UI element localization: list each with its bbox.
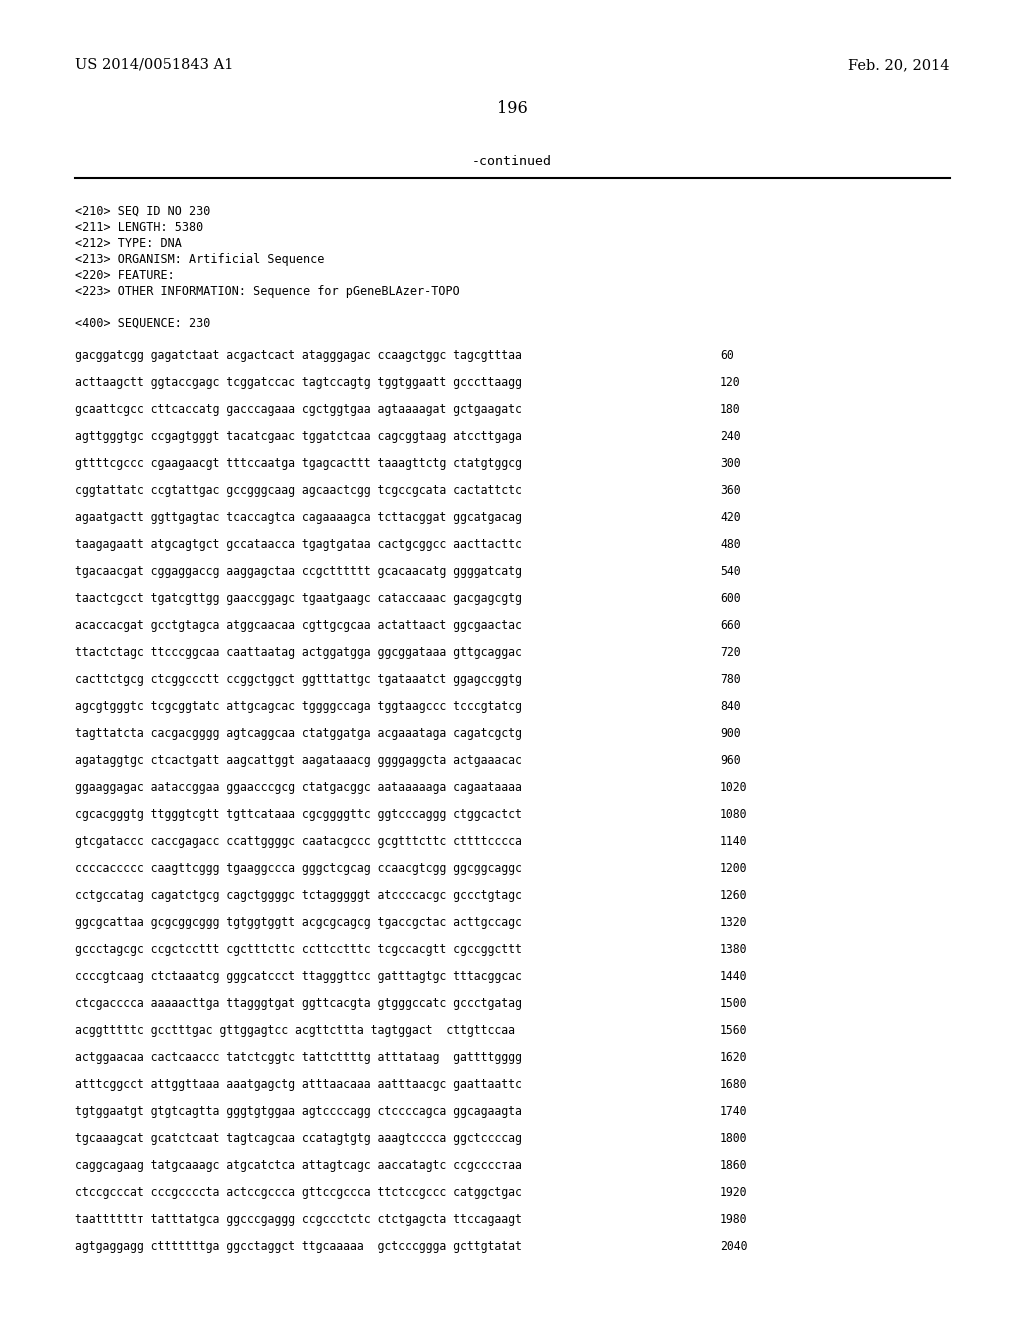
Text: ggaaggagac aataccggaa ggaacccgcg ctatgacggc aataaaaaga cagaataaaa: ggaaggagac aataccggaa ggaacccgcg ctatgac… — [75, 781, 522, 795]
Text: 1200: 1200 — [720, 862, 748, 875]
Text: 540: 540 — [720, 565, 740, 578]
Text: gacggatcgg gagatctaat acgactcact atagggagac ccaagctggc tagcgtttaa: gacggatcgg gagatctaat acgactcact ataggga… — [75, 348, 522, 362]
Text: agtgaggagg ctttttttga ggcctaggct ttgcaaaaa  gctcccggga gcttgtatat: agtgaggagg ctttttttga ggcctaggct ttgcaaa… — [75, 1239, 522, 1253]
Text: 1500: 1500 — [720, 997, 748, 1010]
Text: ctccgcccat cccgcccctа actccgccca gttccgccca ttctccgccc catggctgac: ctccgcccat cccgcccctа actccgccca gttccgc… — [75, 1185, 522, 1199]
Text: 60: 60 — [720, 348, 734, 362]
Text: acggtttttc gcctttgac gttggagtcc acgttcttta tagtggact  cttgttccaa: acggtttttc gcctttgac gttggagtcc acgttctt… — [75, 1024, 515, 1038]
Text: gcaattcgcc cttcaccatg gacccagaaa cgctggtgaa agtaaaagat gctgaagatc: gcaattcgcc cttcaccatg gacccagaaa cgctggt… — [75, 403, 522, 416]
Text: tagttatcta cacgacgggg agtcaggcaa ctatggatga acgaaataga cagatcgctg: tagttatcta cacgacgggg agtcaggcaa ctatgga… — [75, 727, 522, 741]
Text: agttgggtgc ccgagtgggt tacatcgaac tggatctcaa cagcggtaag atccttgaga: agttgggtgc ccgagtgggt tacatcgaac tggatct… — [75, 430, 522, 444]
Text: 1260: 1260 — [720, 888, 748, 902]
Text: 660: 660 — [720, 619, 740, 632]
Text: <212> TYPE: DNA: <212> TYPE: DNA — [75, 238, 182, 249]
Text: taattttttт tatttatgca ggcccgaggg ccgccctctc ctctgagcta ttccagaagt: taattttttт tatttatgca ggcccgaggg ccgccct… — [75, 1213, 522, 1226]
Text: 840: 840 — [720, 700, 740, 713]
Text: ggcgcattaa gcgcggcggg tgtggtggtt acgcgcagcg tgaccgctac acttgccagc: ggcgcattaa gcgcggcggg tgtggtggtt acgcgca… — [75, 916, 522, 929]
Text: 1680: 1680 — [720, 1078, 748, 1092]
Text: 1020: 1020 — [720, 781, 748, 795]
Text: 960: 960 — [720, 754, 740, 767]
Text: acttaagctt ggtaccgagc tcggatccac tagtccagtg tggtggaatt gcccttaagg: acttaagctt ggtaccgagc tcggatccac tagtcca… — [75, 376, 522, 389]
Text: taactcgcct tgatcgttgg gaaccggagc tgaatgaagc cataccaaac gacgagcgtg: taactcgcct tgatcgttgg gaaccggagc tgaatga… — [75, 591, 522, 605]
Text: 420: 420 — [720, 511, 740, 524]
Text: 1860: 1860 — [720, 1159, 748, 1172]
Text: tgcaaagcat gcatctcaat tagtcagcaa ccatagtgtg aaagtcccca ggctccccag: tgcaaagcat gcatctcaat tagtcagcaa ccatagt… — [75, 1133, 522, 1144]
Text: gttttcgccc cgaagaacgt tttccaatga tgagcacttt taaagttctg ctatgtggcg: gttttcgccc cgaagaacgt tttccaatga tgagcac… — [75, 457, 522, 470]
Text: acaccacgat gcctgtagca atggcaacaa cgttgcgcaa actattaact ggcgaactac: acaccacgat gcctgtagca atggcaacaa cgttgcg… — [75, 619, 522, 632]
Text: cctgccatag cagatctgcg cagctggggc tctagggggt atccccacgc gccctgtagc: cctgccatag cagatctgcg cagctggggc tctaggg… — [75, 888, 522, 902]
Text: 1140: 1140 — [720, 836, 748, 847]
Text: 180: 180 — [720, 403, 740, 416]
Text: 1920: 1920 — [720, 1185, 748, 1199]
Text: 1380: 1380 — [720, 942, 748, 956]
Text: <211> LENGTH: 5380: <211> LENGTH: 5380 — [75, 220, 203, 234]
Text: agcgtgggtc tcgcggtatc attgcagcac tggggccaga tggtaagccc tcccgtatcg: agcgtgggtc tcgcggtatc attgcagcac tggggcc… — [75, 700, 522, 713]
Text: <213> ORGANISM: Artificial Sequence: <213> ORGANISM: Artificial Sequence — [75, 253, 325, 267]
Text: agaatgactt ggttgagtac tcaccagtca cagaaaagca tcttacggat ggcatgacag: agaatgactt ggttgagtac tcaccagtca cagaaaa… — [75, 511, 522, 524]
Text: cacttctgcg ctcggccctt ccggctggct ggtttattgc tgataaatct ggagccggtg: cacttctgcg ctcggccctt ccggctggct ggtttat… — [75, 673, 522, 686]
Text: 240: 240 — [720, 430, 740, 444]
Text: caggcagaag tatgcaaagc atgcatctca attagtcagc aaccatagtc ccgccccтaa: caggcagaag tatgcaaagc atgcatctca attagtc… — [75, 1159, 522, 1172]
Text: 1080: 1080 — [720, 808, 748, 821]
Text: ctcgacccca aaaaacttga ttagggtgat ggttcacgta gtgggccatc gccctgatag: ctcgacccca aaaaacttga ttagggtgat ggttcac… — [75, 997, 522, 1010]
Text: 300: 300 — [720, 457, 740, 470]
Text: -continued: -continued — [472, 154, 552, 168]
Text: 360: 360 — [720, 484, 740, 498]
Text: 2040: 2040 — [720, 1239, 748, 1253]
Text: ttactctagc ttcccggcaa caattaatag actggatgga ggcggataaa gttgcaggac: ttactctagc ttcccggcaa caattaatag actggat… — [75, 645, 522, 659]
Text: cgcacgggtg ttgggtcgtt tgttcataaa cgcggggttc ggtcccaggg ctggcactct: cgcacgggtg ttgggtcgtt tgttcataaa cgcgggg… — [75, 808, 522, 821]
Text: 1800: 1800 — [720, 1133, 748, 1144]
Text: ccccgtcaag ctctaaatcg gggcatccct ttagggttcc gatttagtgc tttacggcac: ccccgtcaag ctctaaatcg gggcatccct ttagggt… — [75, 970, 522, 983]
Text: gccctagcgc ccgctccttt cgctttcttc ccttcctttc tcgccacgtt cgccggcttt: gccctagcgc ccgctccttt cgctttcttc ccttcct… — [75, 942, 522, 956]
Text: taagagaatt atgcagtgct gccataacca tgagtgataa cactgcggcc aacttacttc: taagagaatt atgcagtgct gccataacca tgagtga… — [75, 539, 522, 550]
Text: tgacaacgat cggaggaccg aaggagctaa ccgctttttt gcacaacatg ggggatcatg: tgacaacgat cggaggaccg aaggagctaa ccgcttt… — [75, 565, 522, 578]
Text: ccccaccccc caagttcggg tgaaggccca gggctcgcag ccaacgtcgg ggcggcaggc: ccccaccccc caagttcggg tgaaggccca gggctcg… — [75, 862, 522, 875]
Text: 1980: 1980 — [720, 1213, 748, 1226]
Text: 900: 900 — [720, 727, 740, 741]
Text: agataggtgc ctcactgatt aagcattggt aagataaacg ggggaggcta actgaaacac: agataggtgc ctcactgatt aagcattggt aagataa… — [75, 754, 522, 767]
Text: 1560: 1560 — [720, 1024, 748, 1038]
Text: 120: 120 — [720, 376, 740, 389]
Text: 1440: 1440 — [720, 970, 748, 983]
Text: cggtattatc ccgtattgac gccgggcaag agcaactcgg tcgccgcata cactattctc: cggtattatc ccgtattgac gccgggcaag agcaact… — [75, 484, 522, 498]
Text: 1320: 1320 — [720, 916, 748, 929]
Text: tgtggaatgt gtgtcagtta gggtgtggaa agtccccagg ctccccagca ggcagaagta: tgtggaatgt gtgtcagtta gggtgtggaa agtcccc… — [75, 1105, 522, 1118]
Text: atttcggcct attggttaaa aaatgagctg atttaacaaa aatttaacgc gaattaattc: atttcggcct attggttaaa aaatgagctg atttaac… — [75, 1078, 522, 1092]
Text: gtcgataccc caccgagacc ccattggggc caatacgccc gcgtttcttc cttttcccca: gtcgataccc caccgagacc ccattggggc caatacg… — [75, 836, 522, 847]
Text: US 2014/0051843 A1: US 2014/0051843 A1 — [75, 58, 233, 73]
Text: 780: 780 — [720, 673, 740, 686]
Text: <210> SEQ ID NO 230: <210> SEQ ID NO 230 — [75, 205, 210, 218]
Text: 600: 600 — [720, 591, 740, 605]
Text: <220> FEATURE:: <220> FEATURE: — [75, 269, 175, 282]
Text: 720: 720 — [720, 645, 740, 659]
Text: <223> OTHER INFORMATION: Sequence for pGeneBLAzer-TOPO: <223> OTHER INFORMATION: Sequence for pG… — [75, 285, 460, 298]
Text: 1620: 1620 — [720, 1051, 748, 1064]
Text: 196: 196 — [497, 100, 527, 117]
Text: 1740: 1740 — [720, 1105, 748, 1118]
Text: Feb. 20, 2014: Feb. 20, 2014 — [849, 58, 950, 73]
Text: <400> SEQUENCE: 230: <400> SEQUENCE: 230 — [75, 317, 210, 330]
Text: actggaacaa cactcaaccc tatctcggtc tattcttttg atttataag  gattttgggg: actggaacaa cactcaaccc tatctcggtc tattctt… — [75, 1051, 522, 1064]
Text: 480: 480 — [720, 539, 740, 550]
